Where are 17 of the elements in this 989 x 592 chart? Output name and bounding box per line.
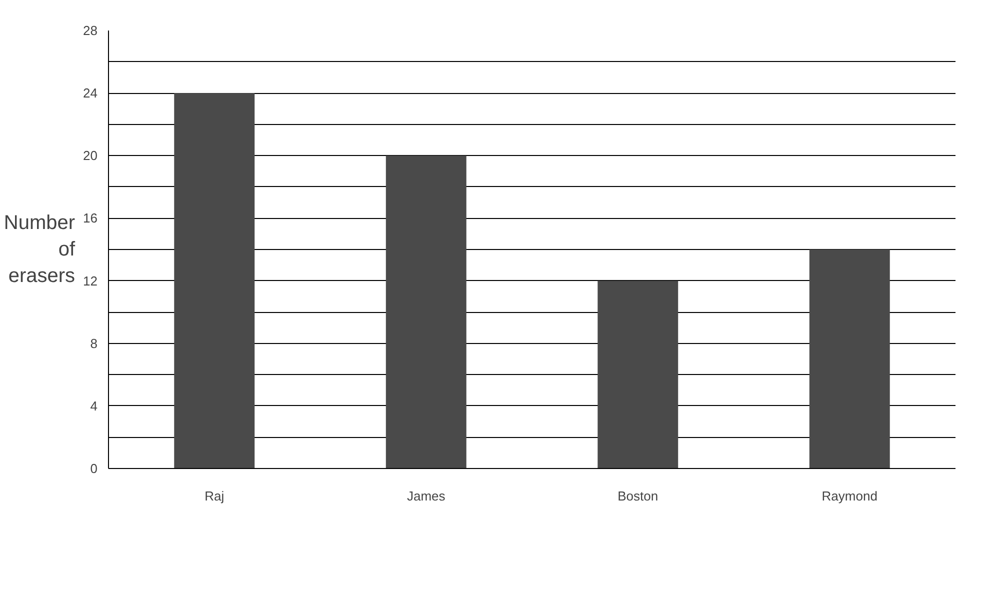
bar bbox=[174, 93, 255, 468]
y-tick-label: 16 bbox=[83, 210, 98, 226]
x-tick-label: Raymond bbox=[822, 488, 878, 504]
y-tick-label: 20 bbox=[83, 148, 98, 164]
x-tick-label: Boston bbox=[618, 488, 658, 504]
bar bbox=[598, 280, 678, 468]
x-tick-label: Raj bbox=[204, 488, 224, 504]
y-tick-label: 0 bbox=[90, 461, 98, 476]
y-tick-label: 8 bbox=[90, 336, 98, 351]
bar bbox=[809, 250, 890, 468]
y-tick-label: 4 bbox=[90, 398, 98, 414]
y-axis-title: Number of erasers bbox=[4, 212, 76, 287]
bar bbox=[386, 156, 466, 468]
y-tick-label: 24 bbox=[83, 86, 98, 101]
y-tick-label: 28 bbox=[83, 23, 98, 38]
x-tick-label: James bbox=[406, 488, 446, 504]
y-tick-label: 12 bbox=[83, 273, 98, 288]
